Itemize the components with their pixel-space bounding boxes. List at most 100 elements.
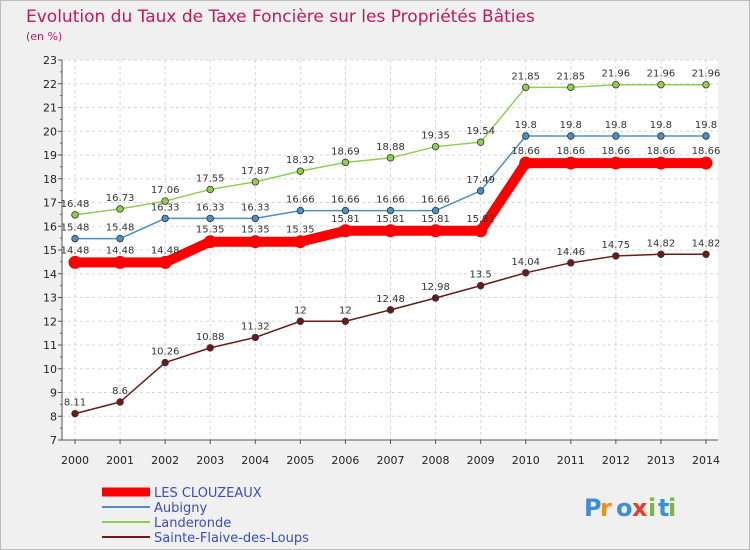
data-label: 16.48 bbox=[61, 199, 90, 210]
y-tick-label: 23 bbox=[43, 54, 57, 67]
data-point bbox=[657, 80, 665, 89]
data-point bbox=[251, 333, 259, 342]
data-label: 18.69 bbox=[331, 146, 360, 157]
data-point bbox=[699, 156, 713, 170]
data-label: 18.88 bbox=[376, 142, 405, 153]
x-tick-label: 2005 bbox=[286, 454, 314, 467]
data-label: 19.8 bbox=[605, 120, 627, 131]
y-tick-label: 20 bbox=[43, 125, 57, 138]
data-label: 17.87 bbox=[241, 166, 270, 177]
data-point bbox=[251, 214, 259, 223]
y-tick-label: 13 bbox=[43, 292, 57, 305]
data-label: 15.48 bbox=[61, 223, 90, 234]
data-point bbox=[161, 214, 169, 223]
x-tick-label: 2006 bbox=[331, 454, 359, 467]
brand-letter: x bbox=[632, 494, 648, 522]
data-point bbox=[251, 178, 259, 186]
data-point bbox=[68, 255, 82, 269]
data-point bbox=[71, 211, 79, 219]
x-tick-label: 2007 bbox=[377, 454, 405, 467]
data-point bbox=[567, 259, 575, 267]
series-group bbox=[68, 80, 713, 418]
data-labels: 8.11 8.6 10.26 10.88 11.32 12 12 12.48 12.98 13.5… bbox=[61, 69, 721, 409]
data-point bbox=[341, 317, 350, 325]
data-label: 10.26 bbox=[151, 347, 180, 358]
data-point bbox=[476, 187, 485, 195]
data-point bbox=[71, 234, 79, 243]
y-tick-label: 17 bbox=[43, 197, 57, 210]
data-point bbox=[248, 235, 262, 249]
data-point bbox=[431, 142, 440, 151]
legend-label: Landeronde bbox=[154, 516, 231, 531]
data-point bbox=[657, 250, 665, 258]
data-point bbox=[296, 317, 305, 325]
data-label: 14.82 bbox=[647, 238, 676, 249]
data-point bbox=[612, 132, 620, 140]
x-tick-label: 2000 bbox=[61, 454, 89, 467]
data-label: 18.66 bbox=[556, 146, 585, 157]
x-tick-label: 2013 bbox=[647, 454, 675, 467]
data-point bbox=[116, 205, 124, 213]
data-label: 16.66 bbox=[331, 195, 360, 206]
data-point bbox=[476, 138, 485, 146]
data-label: 16.33 bbox=[151, 202, 180, 213]
data-point bbox=[702, 132, 710, 140]
x-tick-label: 2009 bbox=[467, 454, 495, 467]
data-point bbox=[522, 83, 530, 92]
brand-logo: Pr o x i ti bbox=[584, 494, 676, 522]
data-label: 15.35 bbox=[286, 225, 315, 236]
data-label: 17.49 bbox=[466, 175, 495, 186]
data-point bbox=[431, 206, 440, 215]
data-label: 14.82 bbox=[692, 238, 721, 249]
data-label: 21.96 bbox=[602, 69, 631, 80]
data-label: 18.66 bbox=[511, 146, 540, 157]
legend-label: Sainte-Flaive-des-Loups bbox=[154, 531, 309, 546]
data-point bbox=[702, 80, 710, 89]
data-label: 15.81 bbox=[421, 214, 450, 225]
brand-letter: P bbox=[584, 494, 602, 522]
data-label: 17.06 bbox=[151, 185, 180, 196]
grid bbox=[62, 59, 718, 441]
y-tick-label: 14 bbox=[43, 268, 57, 281]
data-point bbox=[161, 358, 169, 367]
data-label: 21.96 bbox=[647, 69, 676, 80]
data-label: 18.66 bbox=[602, 146, 631, 157]
data-point bbox=[474, 224, 488, 238]
data-point bbox=[567, 132, 575, 140]
data-label: 16.33 bbox=[241, 202, 270, 213]
data-label: 8.6 bbox=[112, 386, 128, 397]
data-point bbox=[296, 167, 305, 175]
data-label: 8.11 bbox=[64, 398, 86, 409]
y-tick-label: 19 bbox=[43, 149, 57, 162]
data-point bbox=[206, 344, 214, 352]
y-tick-label: 22 bbox=[43, 78, 57, 91]
data-point bbox=[386, 154, 395, 162]
data-label: 15.35 bbox=[196, 225, 225, 236]
x-tick-label: 2011 bbox=[557, 454, 585, 467]
axes: 7 8 9 10 11 12 13 14 15 16 17 18 19 20 21 22 23 2000 2001 2… bbox=[43, 54, 720, 467]
data-label: 16.66 bbox=[286, 195, 315, 206]
legend-label: LES CLOUZEAUX bbox=[154, 486, 262, 501]
data-label: 15.48 bbox=[106, 223, 135, 234]
data-label: 14.46 bbox=[556, 247, 585, 258]
data-point bbox=[431, 294, 440, 302]
brand-letter: r bbox=[600, 494, 612, 522]
x-tick-label: 2001 bbox=[106, 454, 134, 467]
x-tick-label: 2004 bbox=[241, 454, 269, 467]
y-tick-label: 9 bbox=[50, 387, 57, 400]
data-label: 15.81 bbox=[466, 214, 495, 225]
data-label: 10.88 bbox=[196, 332, 225, 343]
data-label: 12.48 bbox=[376, 294, 405, 305]
chart-title: Evolution du Taux de Taxe Foncière sur l… bbox=[26, 7, 535, 27]
data-label: 21.85 bbox=[511, 71, 540, 82]
data-point bbox=[657, 132, 665, 140]
y-tick-label: 15 bbox=[43, 244, 57, 257]
data-point bbox=[341, 158, 350, 167]
data-point bbox=[116, 234, 124, 243]
data-point bbox=[567, 83, 575, 92]
data-label: 16.66 bbox=[421, 195, 450, 206]
data-label: 19.54 bbox=[466, 126, 495, 137]
data-point bbox=[522, 132, 530, 140]
data-point bbox=[296, 206, 305, 215]
y-tick-label: 12 bbox=[43, 315, 57, 328]
